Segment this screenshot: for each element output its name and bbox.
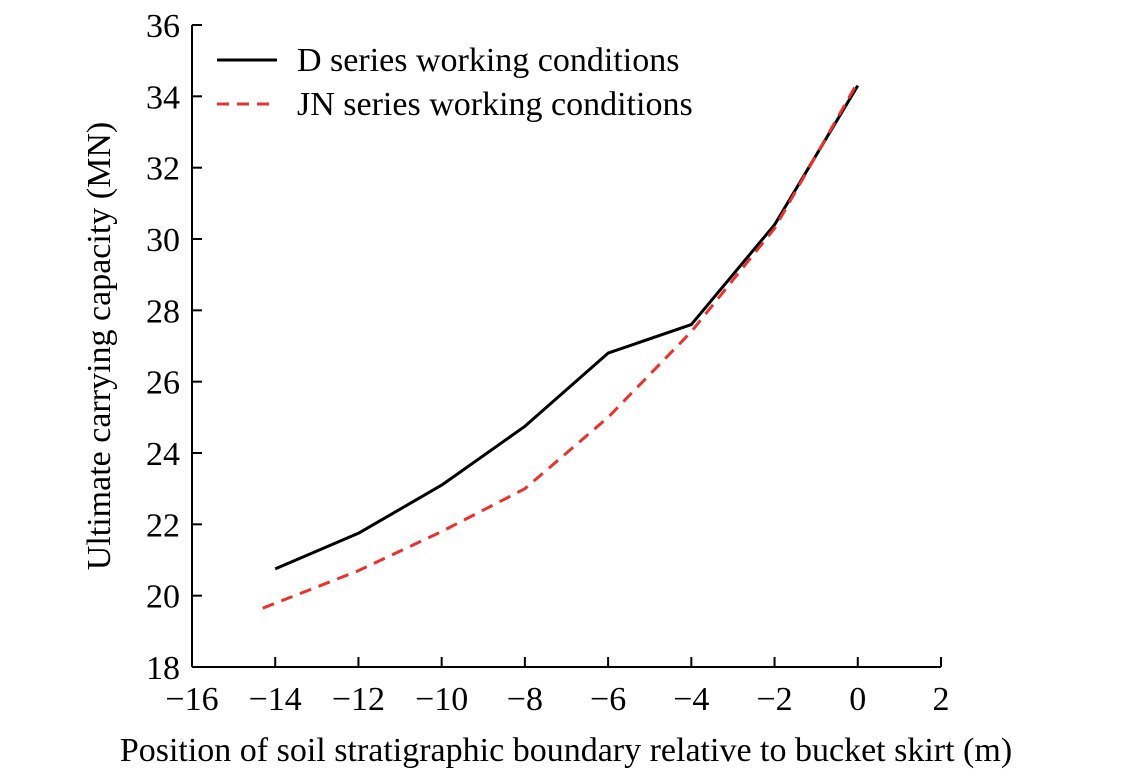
x-tick-label: 2: [933, 681, 950, 718]
y-tick-label: 20: [146, 579, 180, 616]
legend-label: JN series working conditions: [297, 86, 693, 123]
y-tick-label: 22: [146, 507, 180, 544]
x-tick-label: −10: [415, 681, 468, 718]
legend-label: D series working conditions: [297, 42, 679, 79]
x-tick-label: −8: [507, 681, 543, 718]
x-tick-label: −2: [756, 681, 792, 718]
y-tick-label: 26: [146, 365, 180, 402]
legend-entry-d-series: D series working conditions: [217, 42, 679, 79]
y-tick-label: 28: [146, 293, 180, 330]
x-tick-label: −14: [249, 681, 302, 718]
x-tick-label: 0: [849, 681, 866, 718]
y-tick-label: 34: [146, 79, 180, 116]
legend-entry-jn-series: JN series working conditions: [217, 86, 693, 123]
series-layer: [262, 81, 860, 610]
x-axis-title: Position of soil stratigraphic boundary …: [120, 732, 1012, 769]
y-axis-title: Ultimate carrying capacity (MN): [81, 122, 118, 570]
x-tick-label: −12: [332, 681, 385, 718]
x-tick-label: −16: [165, 681, 218, 718]
y-tick-label: 36: [146, 8, 180, 45]
x-tick-label: −6: [590, 681, 626, 718]
x-tick-label: −4: [673, 681, 709, 718]
series-line-jn-series: [262, 81, 860, 610]
legend: D series working conditions JN series wor…: [217, 42, 693, 123]
series-line-d-series: [274, 84, 860, 571]
y-tick-label: 30: [146, 222, 180, 259]
y-tick-label: 18: [146, 650, 180, 687]
y-tick-label: 32: [146, 151, 180, 188]
y-tick-label: 24: [146, 436, 180, 473]
